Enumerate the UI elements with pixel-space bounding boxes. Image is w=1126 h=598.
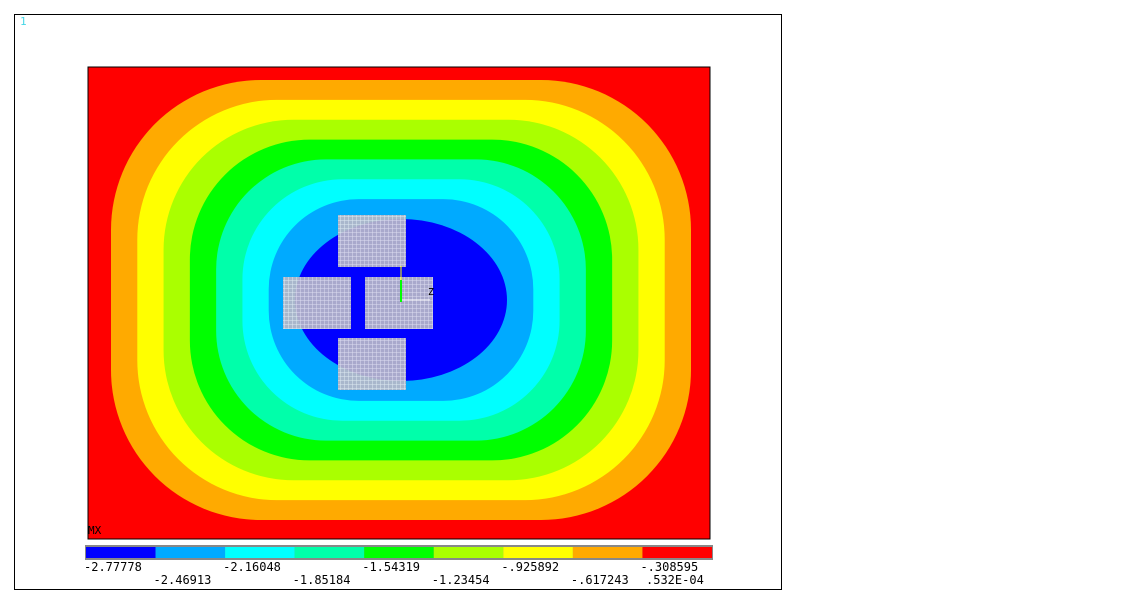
window-number: 1 [20, 15, 27, 28]
min-marker-label: MX [88, 524, 102, 537]
mesh-patch-2 [365, 277, 433, 329]
plot-area-border [87, 66, 711, 540]
legend-swatch-4 [364, 547, 434, 558]
legend-color-bar [85, 545, 713, 560]
legend-label-2: -2.16048 [223, 560, 281, 574]
mesh-patch-1 [283, 277, 351, 329]
legend-label-5: -1.23454 [431, 573, 490, 587]
mesh-patch-3 [338, 338, 406, 390]
coordinate-triad [400, 266, 430, 302]
legend-swatch-8 [642, 547, 712, 558]
legend-label-3: -1.85184 [292, 573, 351, 587]
legend-label-8: -.308595 [640, 560, 699, 574]
legend-swatch-5 [433, 547, 504, 558]
legend-label-7: -.617243 [570, 573, 629, 587]
legend-swatch-0 [86, 547, 156, 558]
mesh-patches [283, 215, 433, 390]
legend-label-9: .532E-04 [646, 573, 704, 587]
legend-label-0: -2.77778 [84, 560, 142, 574]
mesh-patch-0 [338, 215, 406, 267]
triad-label: Z [428, 287, 435, 298]
legend-label-1: -2.46913 [153, 573, 212, 587]
legend-swatch-7 [572, 547, 643, 558]
legend-swatch-2 [225, 547, 295, 558]
legend-swatch-3 [294, 547, 365, 558]
legend-label-4: -1.54319 [362, 560, 421, 574]
legend-swatch-1 [155, 547, 226, 558]
legend-swatch-6 [503, 547, 573, 558]
legend-label-6: -.925892 [501, 560, 560, 574]
